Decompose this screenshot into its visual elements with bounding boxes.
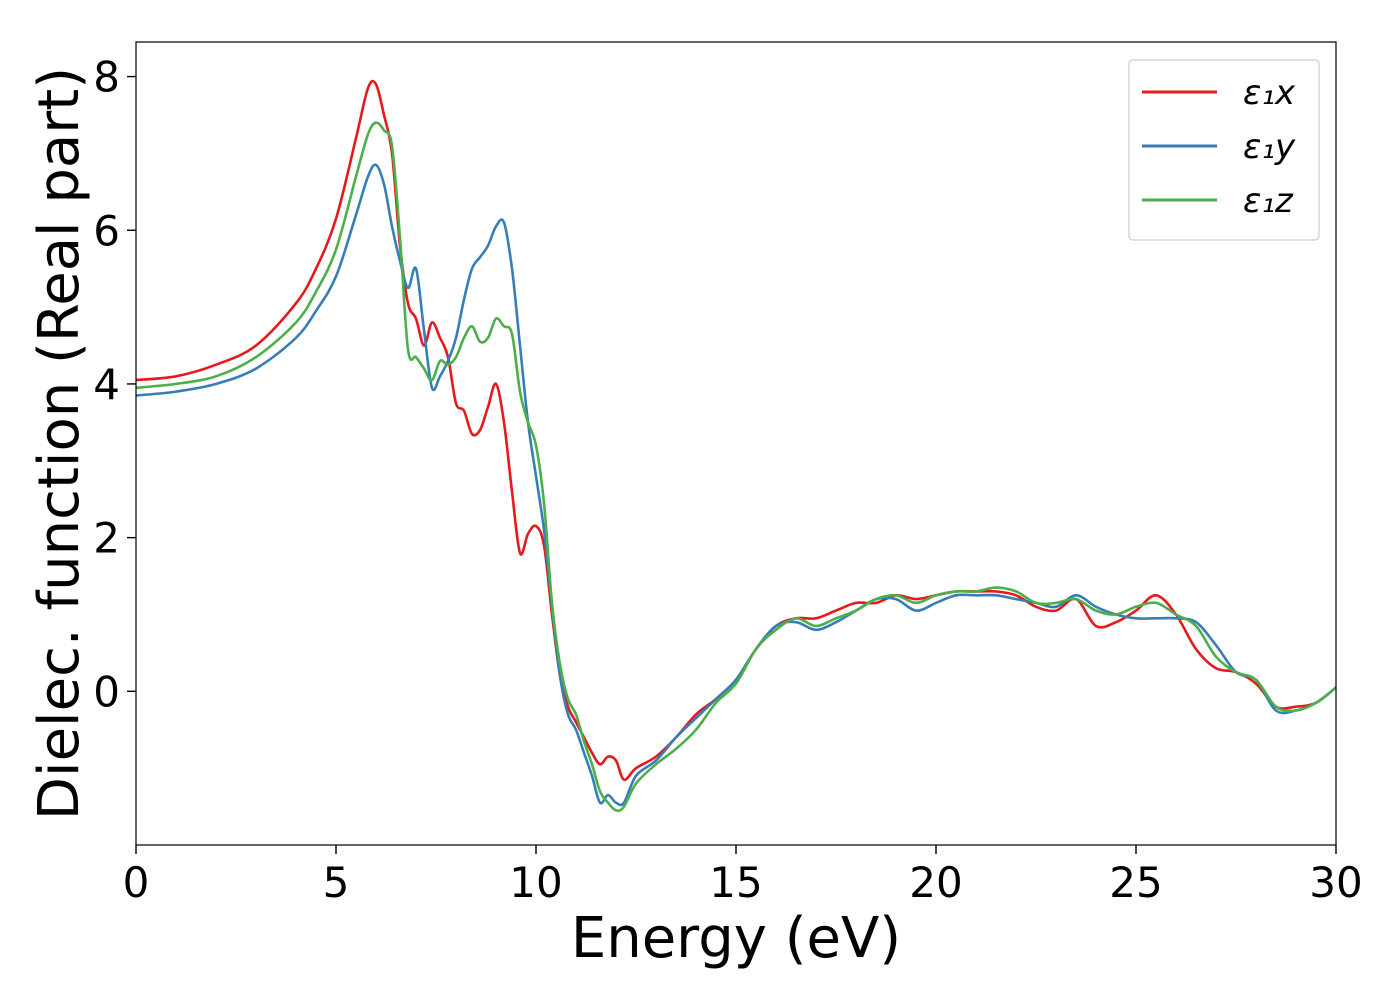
y-axis-title: Dielec. function (Real part) (27, 67, 92, 820)
legend-label-2: ε₁z (1243, 181, 1294, 221)
series-layer (136, 79, 1336, 813)
series-line-1 (136, 163, 1336, 807)
x-tick-label: 25 (1109, 858, 1162, 907)
y-axis: 0 2 4 6 8 (93, 53, 136, 716)
y-tick-label: 6 (93, 206, 120, 255)
legend-label-1: ε₁y (1243, 127, 1296, 167)
legend-label-0: ε₁x (1243, 73, 1296, 113)
y-tick-label: 2 (93, 514, 120, 563)
x-tick-label: 10 (509, 858, 562, 907)
legend: ε₁x ε₁y ε₁z (1128, 59, 1320, 241)
y-tick-label: 8 (93, 53, 120, 102)
x-tick-label: 5 (323, 858, 350, 907)
x-tick-label: 20 (909, 858, 962, 907)
y-tick-label: 0 (93, 667, 120, 716)
legend-box (1128, 59, 1320, 241)
x-tick-label: 30 (1309, 858, 1362, 907)
x-tick-label: 15 (709, 858, 762, 907)
y-tick-label: 4 (93, 360, 120, 409)
x-axis-title: Energy (eV) (571, 906, 901, 971)
series-line-2 (136, 121, 1336, 813)
x-axis: 0 5 10 15 20 25 30 (123, 845, 1363, 907)
x-tick-label: 0 (123, 858, 150, 907)
